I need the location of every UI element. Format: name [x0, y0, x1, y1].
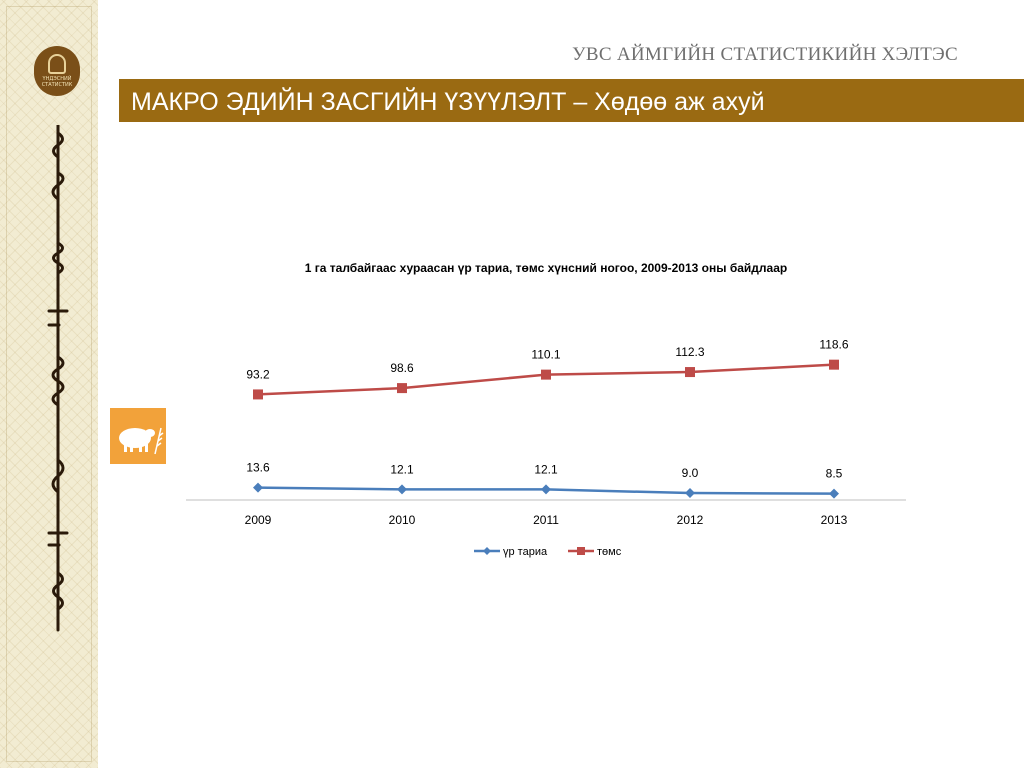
legend-label-2: төмс — [597, 546, 622, 558]
sidebar: ҮНДЭСНИЙ СТАТИСТИК — [0, 0, 98, 768]
statistics-logo: ҮНДЭСНИЙ СТАТИСТИК — [34, 46, 80, 96]
x-tick-label: 2009 — [245, 513, 272, 527]
legend-label-1: үр тариа — [503, 546, 548, 558]
sidebar-frame — [6, 6, 92, 762]
x-tick-label: 2013 — [821, 513, 848, 527]
data-point-marker — [397, 383, 407, 394]
data-label: 98.6 — [390, 361, 414, 375]
mongolian-script-decoration — [47, 125, 69, 632]
agriculture-section-icon — [110, 408, 166, 464]
banner-title: МАКРО ЭДИЙН ЗАСГИЙН ҮЗҮҮЛЭЛТ – Хөдөө аж … — [131, 88, 765, 116]
title-banner: МАКРО ЭДИЙН ЗАСГИЙН ҮЗҮҮЛЭЛТ – Хөдөө аж … — [119, 79, 1024, 122]
data-point-marker — [685, 367, 695, 378]
data-point-marker — [541, 369, 551, 380]
data-point-marker — [829, 488, 839, 499]
legend-marker-2 — [577, 547, 585, 555]
data-point-marker — [397, 484, 407, 495]
data-label: 12.1 — [534, 462, 558, 476]
chart-title: 1 га талбайгаас хураасан үр тариа, төмс … — [304, 261, 788, 275]
x-tick-label: 2010 — [389, 513, 416, 527]
org-title: УВС АЙМГИЙН СТАТИСТИКИЙН ХЭЛТЭС — [572, 44, 958, 65]
data-label: 110.1 — [531, 348, 560, 362]
soyombo-icon — [48, 54, 66, 74]
logo-text-line2: СТАТИСТИК — [41, 82, 73, 88]
legend-marker-1 — [483, 547, 491, 555]
x-tick-label: 2012 — [677, 513, 704, 527]
data-label: 13.6 — [246, 461, 270, 475]
data-label: 93.2 — [246, 367, 270, 381]
data-label: 112.3 — [675, 345, 704, 359]
data-label: 9.0 — [682, 466, 699, 480]
x-tick-label: 2011 — [533, 513, 559, 527]
data-point-marker — [541, 484, 551, 495]
data-label: 8.5 — [826, 467, 843, 481]
data-point-marker — [829, 359, 839, 370]
sheep-wheat-icon — [119, 427, 164, 455]
logo-text-line1: ҮНДЭСНИЙ — [42, 76, 72, 82]
data-point-marker — [685, 488, 695, 499]
data-point-marker — [253, 482, 263, 493]
data-point-marker — [253, 389, 263, 400]
data-label: 12.1 — [390, 462, 414, 476]
data-label: 118.6 — [819, 338, 848, 352]
